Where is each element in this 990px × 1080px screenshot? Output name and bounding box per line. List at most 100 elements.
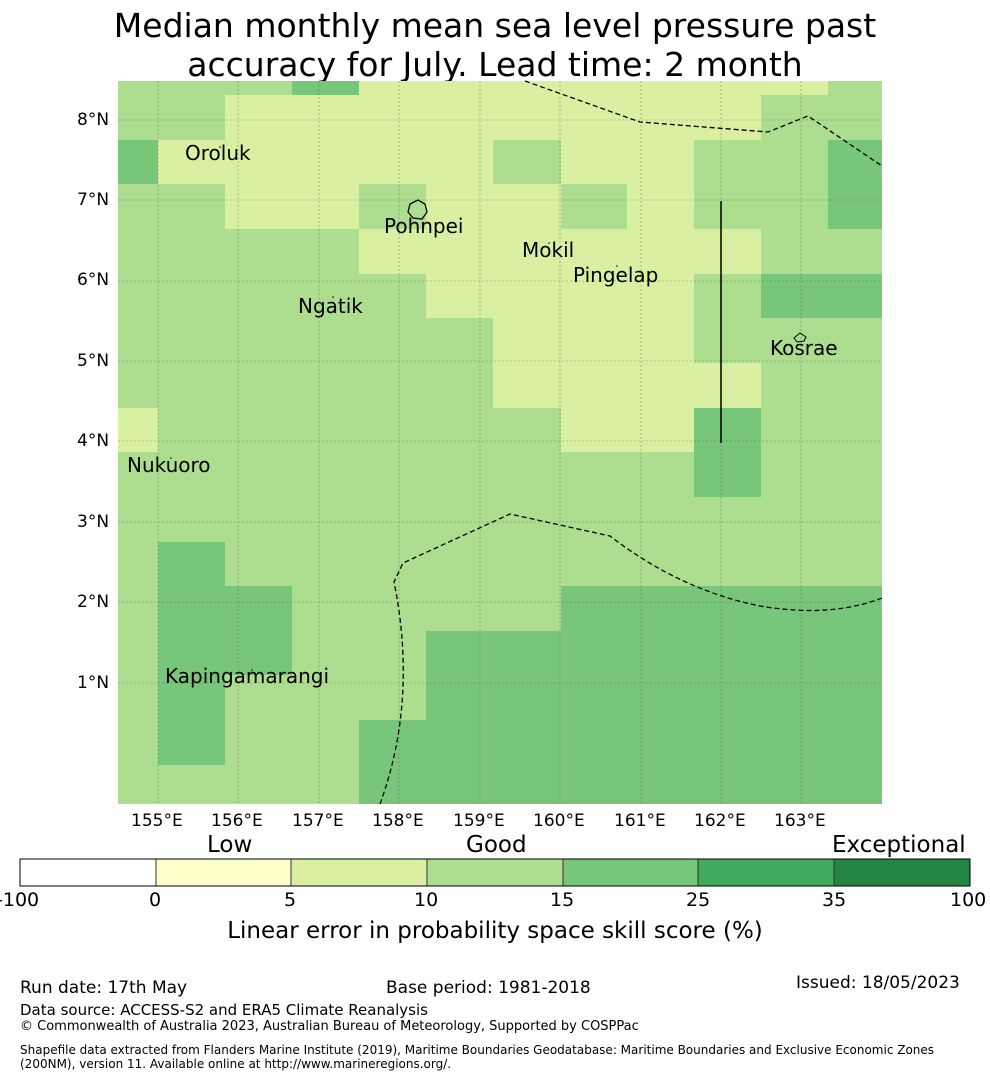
- grid-cell: [561, 140, 694, 184]
- chart-title: Median monthly mean sea level pressure p…: [0, 6, 990, 84]
- colorbar-tick: 5: [284, 889, 297, 911]
- grid-cell: [118, 675, 158, 720]
- title-line-2: accuracy for July. Lead time: 2 month: [187, 45, 803, 84]
- grid-cell: [118, 542, 158, 586]
- place-label-oroluk: Oroluk: [185, 141, 251, 165]
- grid-cell: [158, 408, 561, 452]
- place-label-kapingamarangi: Kapingamarangi: [165, 664, 330, 688]
- lon-label: 156°E: [211, 811, 263, 831]
- place-label-ngatik: Ngatik: [298, 294, 363, 318]
- colorbar-segment: [698, 859, 834, 886]
- grid-cell: [225, 675, 426, 720]
- grid-cell: [225, 95, 761, 140]
- lon-label: 155°E: [131, 811, 183, 831]
- grid-cell: [828, 81, 882, 95]
- lat-label: 5°N: [77, 351, 110, 371]
- grid-cell: [118, 140, 158, 184]
- oroluk-marker: [219, 146, 221, 148]
- grid-cell: [359, 184, 426, 229]
- grid-cell: [761, 408, 882, 452]
- place-label-kosrae: Kosrae: [770, 336, 838, 360]
- colorbar-tick: 25: [686, 889, 711, 911]
- colorbar-label: Linear error in probability space skill …: [227, 918, 763, 944]
- colorbar-tick: 35: [822, 889, 847, 911]
- colorbar-tick: 0: [149, 889, 162, 911]
- mokil-marker: [548, 242, 550, 244]
- grid-cell: [118, 274, 426, 318]
- skill-grid: [118, 81, 882, 804]
- grid-cell: [118, 720, 158, 765]
- grid-cell: [359, 765, 882, 804]
- colorbar-tick: -100: [0, 889, 40, 911]
- colorbar-segment: [20, 859, 156, 886]
- colorbar-segment: [563, 859, 698, 886]
- grid-cell: [359, 81, 828, 95]
- grid-cell: [225, 81, 292, 95]
- grid-cell: [426, 184, 561, 229]
- grid-cell: [225, 184, 359, 229]
- lat-label: 6°N: [77, 270, 110, 290]
- lon-label: 159°E: [453, 811, 505, 831]
- grid-cell: [225, 720, 359, 765]
- grid-cell: [118, 184, 225, 229]
- grid-cell: [118, 497, 882, 542]
- grid-cell: [694, 140, 828, 184]
- lon-label: 157°E: [292, 811, 344, 831]
- grid-cell: [493, 318, 694, 363]
- grid-cell: [118, 81, 225, 95]
- grid-cell: [561, 408, 694, 452]
- colorbar-segment: [834, 859, 970, 886]
- lat-label: 8°N: [77, 110, 110, 130]
- place-label-nukuoro: Nukuoro: [127, 453, 211, 477]
- category-good: Good: [466, 832, 527, 858]
- grid-cell: [694, 452, 761, 497]
- lon-label: 160°E: [533, 811, 585, 831]
- eez-boundaries: [379, 80, 883, 805]
- colorbar-tick: 15: [550, 889, 575, 911]
- ngatik-marker: [332, 296, 334, 298]
- kosrae-island-shape: [793, 332, 807, 343]
- grid-cell: [118, 631, 158, 675]
- grid-cell: [158, 675, 225, 720]
- run-date: Run date: 17th May: [20, 978, 188, 998]
- colorbar-tick: 100: [950, 889, 987, 911]
- grid-cell: [761, 363, 882, 408]
- grid-cell: [761, 274, 882, 318]
- grid-cell: [118, 586, 158, 631]
- data-source: Data source: ACCESS-S2 and ERA5 Climate …: [20, 1001, 428, 1019]
- colorbar-segment: [427, 859, 563, 886]
- grid-cell: [828, 184, 882, 229]
- lat-label: 3°N: [77, 512, 110, 532]
- place-label-pingelap: Pingelap: [573, 263, 659, 287]
- pingelap-marker: [616, 265, 618, 267]
- title-line-1: Median monthly mean sea level pressure p…: [113, 6, 877, 45]
- lat-label: 4°N: [77, 431, 110, 451]
- kapingamarangi-marker: [251, 669, 253, 671]
- pohnpei-island-shape: [407, 199, 428, 220]
- grid-cell: [561, 586, 882, 631]
- lon-label: 161°E: [614, 811, 666, 831]
- issued-date: Issued: 18/05/2023: [796, 973, 960, 993]
- lat-label: 2°N: [77, 592, 110, 612]
- nukuoro-marker: [170, 457, 172, 459]
- category-exceptional: Exceptional: [832, 832, 966, 858]
- place-label-mokil: Mokil: [522, 238, 575, 262]
- place-label-pohnpei: Pohnpei: [384, 214, 464, 238]
- grid-cell: [694, 274, 761, 318]
- lat-label: 1°N: [77, 673, 110, 693]
- grid-cell: [828, 140, 882, 184]
- category-low: Low: [207, 832, 253, 858]
- grid-cell: [158, 542, 225, 586]
- grid-cell: [493, 140, 561, 184]
- grid-cell: [158, 586, 292, 631]
- colorbar-segment: [291, 859, 427, 886]
- grid-cell: [761, 95, 882, 140]
- shapefile-credit-line-1: Shapefile data extracted from Flanders M…: [20, 1043, 935, 1057]
- colorbar-segment: [156, 859, 291, 886]
- grid-cell: [493, 363, 761, 408]
- grid-cell: [761, 229, 882, 274]
- grid-cell: [694, 318, 882, 363]
- grid-cell: [158, 140, 493, 184]
- grid-cell: [292, 81, 359, 95]
